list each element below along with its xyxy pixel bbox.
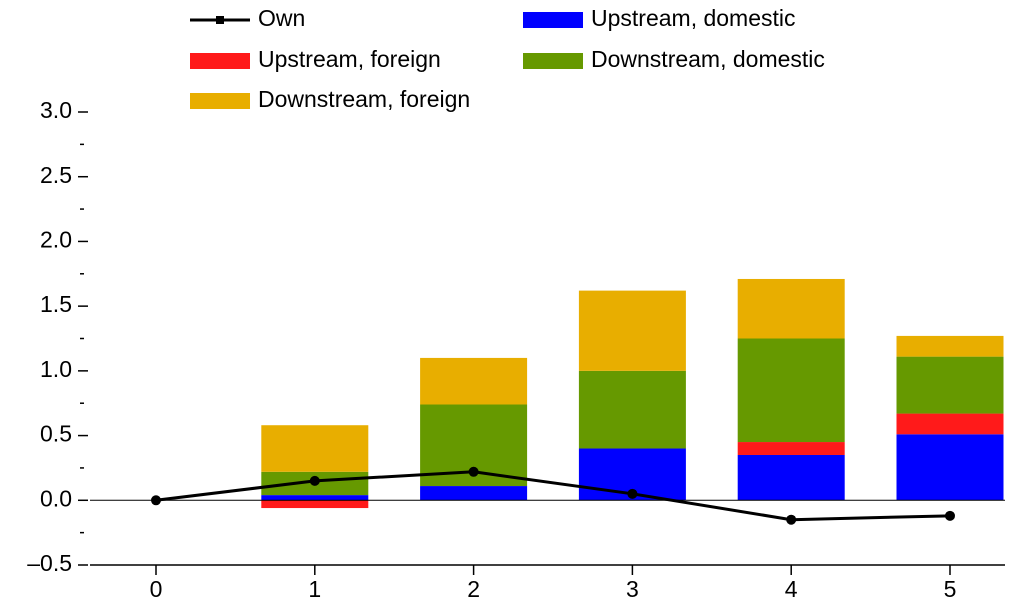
bar (261, 425, 369, 472)
bar (896, 335, 1004, 357)
bar (261, 500, 369, 509)
x-tick-label: 5 (944, 576, 957, 602)
legend-label: Upstream, domestic (591, 5, 796, 31)
y-tick-label: 1.0 (40, 356, 72, 382)
legend-label: Downstream, foreign (258, 86, 470, 112)
x-tick-label: 3 (626, 576, 639, 602)
y-tick-label: 2.0 (40, 227, 72, 253)
legend-label: Downstream, domestic (591, 46, 825, 72)
marker (945, 510, 955, 521)
marker (627, 488, 638, 499)
bar (420, 357, 528, 405)
bar (896, 413, 1004, 435)
bar (737, 278, 845, 339)
x-tick-label: 1 (308, 576, 321, 602)
bar (578, 370, 686, 449)
y-tick-label: 3.0 (40, 97, 72, 123)
marker (468, 466, 479, 477)
bar (261, 495, 369, 501)
x-tick-label: 0 (150, 576, 163, 602)
legend-swatch (523, 53, 583, 69)
y-tick-label: 0.5 (40, 421, 72, 447)
marker (151, 495, 161, 506)
legend-swatch (190, 93, 250, 109)
legend-marker (216, 16, 224, 24)
x-tick-label: 4 (785, 576, 798, 602)
legend-swatch (523, 12, 583, 28)
bar (896, 356, 1004, 414)
y-tick-label: –0.5 (27, 550, 72, 576)
y-tick-label: 1.5 (40, 291, 72, 317)
y-tick-label: 0.0 (40, 485, 72, 511)
bar (737, 338, 845, 443)
line (155, 470, 951, 522)
x-tick-label: 2 (467, 576, 480, 602)
marker (309, 475, 320, 486)
marker (786, 514, 797, 525)
bar (896, 434, 1004, 501)
y-tick-label: 2.5 (40, 162, 72, 188)
legend-label: Own (258, 5, 305, 31)
bar (420, 486, 528, 501)
bar (737, 442, 845, 455)
bar (578, 290, 686, 371)
legend-swatch (190, 53, 250, 69)
bar (737, 454, 845, 501)
legend-label: Upstream, foreign (258, 46, 441, 72)
